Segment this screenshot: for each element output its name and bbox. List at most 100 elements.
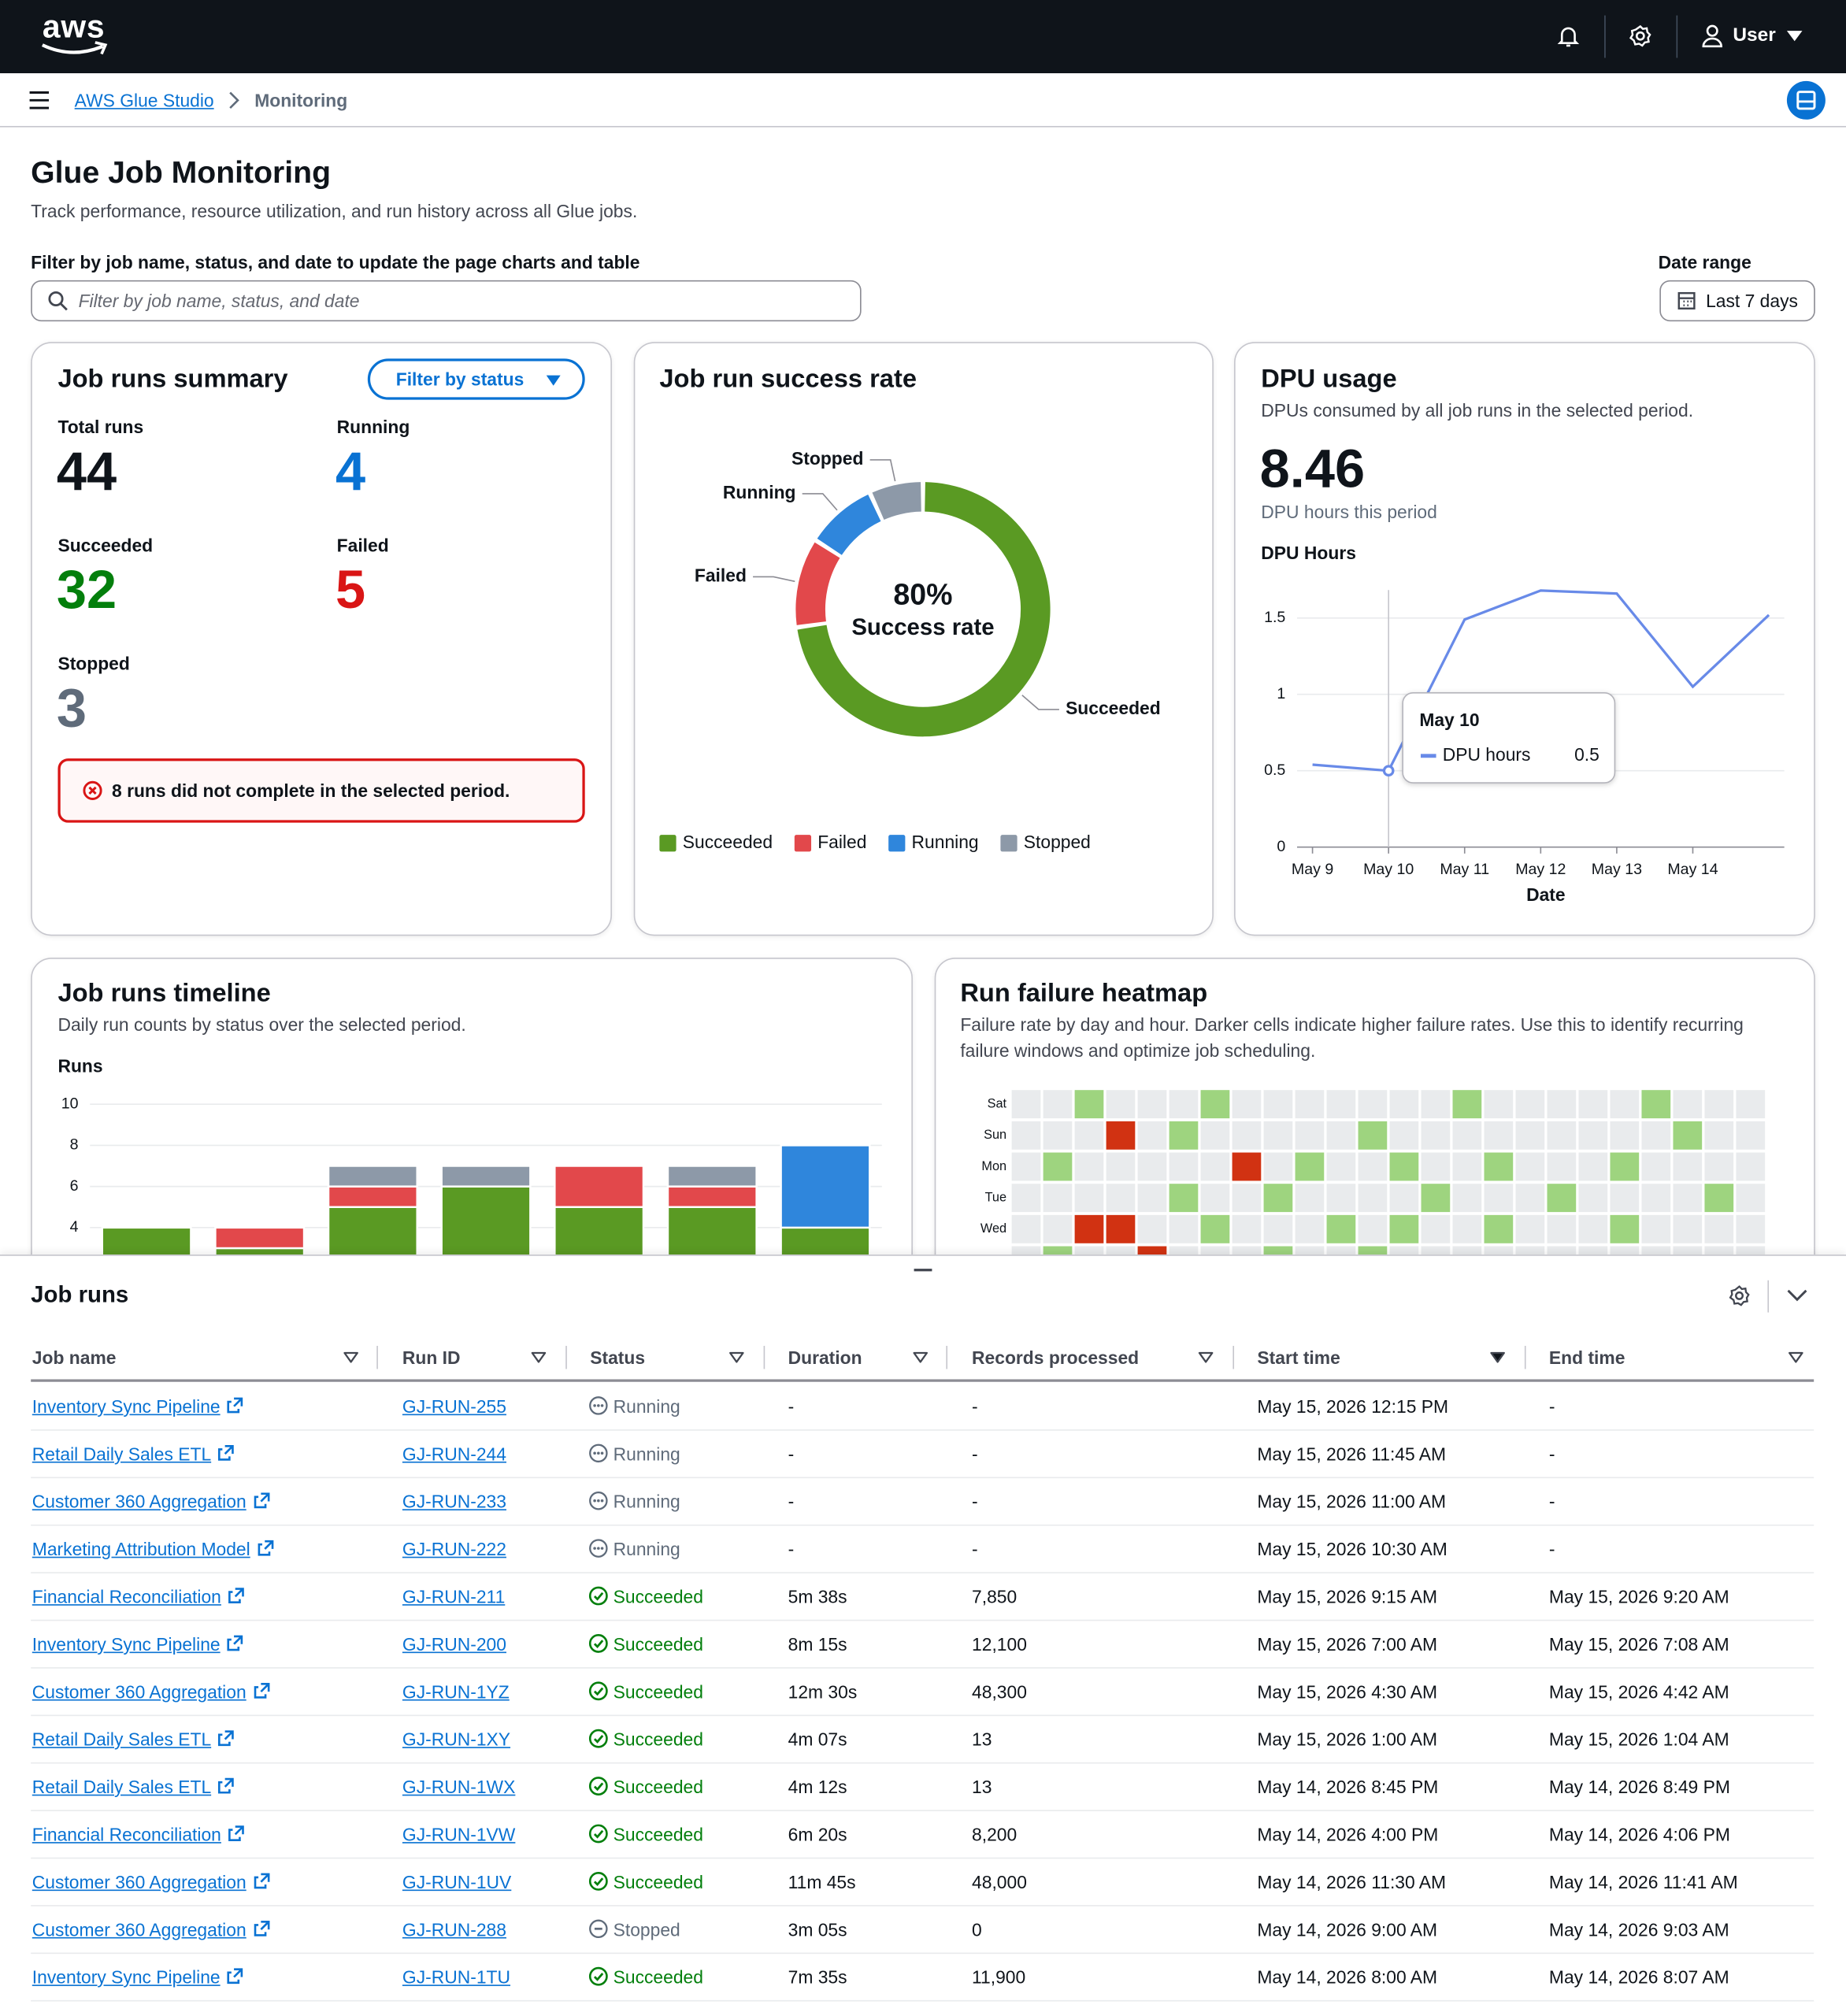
status-cell: Succeeded	[588, 1868, 703, 1896]
heatmap-cell	[1326, 1152, 1356, 1181]
table-cell: 12m 30s	[788, 1681, 858, 1703]
page-description: Track performance, resource utilization,…	[31, 200, 638, 221]
stat-label: Failed	[336, 535, 389, 556]
settings-icon[interactable]	[1628, 23, 1654, 49]
date-range-button[interactable]: Last 7 days	[1659, 280, 1815, 322]
sort-icon[interactable]	[531, 1351, 547, 1364]
sort-icon[interactable]	[1789, 1351, 1804, 1364]
heatmap-cell	[1421, 1184, 1451, 1213]
job-name-link[interactable]: Customer 360 Aggregation	[32, 1681, 247, 1703]
table-cell: May 14, 2026 4:00 PM	[1257, 1824, 1439, 1845]
table-cell: May 15, 2026 1:00 AM	[1257, 1729, 1438, 1750]
run-id-link[interactable]: GJ-RUN-200	[402, 1633, 506, 1655]
job-name-link[interactable]: Customer 360 Aggregation	[32, 1871, 247, 1892]
run-id-link[interactable]: GJ-RUN-255	[402, 1395, 506, 1417]
bar-segment	[666, 1165, 758, 1188]
heatmap-cell	[1641, 1121, 1671, 1150]
heatmap-cell	[1295, 1121, 1325, 1150]
run-id-link[interactable]: GJ-RUN-1VW	[402, 1824, 516, 1845]
filter-status-button[interactable]: Filter by status	[367, 358, 585, 400]
table-settings-icon[interactable]	[1728, 1284, 1751, 1307]
sort-icon[interactable]	[1198, 1351, 1214, 1364]
heatmap-cell	[1011, 1214, 1041, 1243]
panel-button[interactable]	[1785, 80, 1826, 120]
notifications-icon[interactable]	[1555, 23, 1581, 49]
heatmap-cell	[1484, 1184, 1514, 1213]
job-name-cell: Customer 360 Aggregation	[32, 1488, 271, 1516]
run-id-link[interactable]: GJ-RUN-244	[402, 1443, 506, 1465]
job-name-link[interactable]: Retail Daily Sales ETL	[32, 1776, 212, 1797]
heatmap-cell	[1673, 1090, 1703, 1119]
sort-icon[interactable]	[913, 1351, 929, 1364]
status-icon	[589, 1443, 608, 1463]
row-label: Sat	[988, 1096, 1007, 1110]
external-link-icon	[253, 1873, 269, 1889]
heatmap-cell	[1106, 1152, 1136, 1181]
filter-input[interactable]: Filter by job name, status, and date	[31, 280, 862, 322]
heatmap-cell	[1452, 1121, 1482, 1150]
sort-icon[interactable]	[729, 1351, 745, 1364]
run-id-link[interactable]: GJ-RUN-211	[402, 1586, 506, 1607]
table-cell: May 15, 2026 9:20 AM	[1548, 1586, 1729, 1607]
row-separator	[31, 1667, 1814, 1669]
table-cell: -	[972, 1443, 978, 1465]
sort-icon[interactable]	[343, 1351, 359, 1364]
status-text: Running	[613, 1491, 680, 1512]
column-divider	[376, 1346, 378, 1369]
collapse-icon[interactable]	[1787, 1288, 1807, 1304]
resize-handle[interactable]	[914, 1269, 932, 1272]
run-id-link[interactable]: GJ-RUN-288	[402, 1919, 506, 1940]
heatmap-cell	[1421, 1121, 1451, 1150]
stat-value: 44	[56, 440, 117, 502]
job-name-link[interactable]: Inventory Sync Pipeline	[32, 1633, 221, 1655]
card-subtitle: Failure rate by day and hour. Darker cel…	[960, 1014, 1744, 1061]
x-tick-label: May 13	[1592, 861, 1642, 878]
row-label: Tue	[985, 1190, 1007, 1204]
run-id-link[interactable]: GJ-RUN-1XY	[402, 1729, 511, 1750]
run-id-link[interactable]: GJ-RUN-1TU	[402, 1966, 511, 1988]
job-name-link[interactable]: Marketing Attribution Model	[32, 1538, 250, 1559]
user-menu[interactable]: User	[1733, 24, 1776, 46]
job-name-link[interactable]: Customer 360 Aggregation	[32, 1491, 247, 1512]
column-header: Start time	[1257, 1347, 1340, 1368]
run-id-link[interactable]: GJ-RUN-1YZ	[402, 1681, 510, 1703]
run-id-link[interactable]: GJ-RUN-222	[402, 1538, 506, 1559]
y-tick-label: 1.5	[1264, 609, 1285, 626]
table-cell: 12,100	[972, 1633, 1027, 1655]
table-cell: 11m 45s	[788, 1871, 856, 1892]
job-name-link[interactable]: Customer 360 Aggregation	[32, 1919, 247, 1940]
row-label: Sun	[984, 1128, 1006, 1142]
heatmap-cell	[1295, 1184, 1325, 1213]
logo[interactable]: aws	[42, 9, 106, 46]
user-caret[interactable]	[1786, 30, 1803, 43]
status-text: Succeeded	[613, 1633, 703, 1655]
job-name-link[interactable]: Retail Daily Sales ETL	[32, 1443, 212, 1465]
run-id-link[interactable]: GJ-RUN-1WX	[402, 1776, 516, 1797]
job-name-link[interactable]: Inventory Sync Pipeline	[32, 1395, 221, 1417]
run-id-link[interactable]: GJ-RUN-233	[402, 1491, 506, 1512]
user-icon[interactable]	[1701, 23, 1724, 49]
leader-line	[802, 493, 838, 511]
stat-value: 3	[56, 677, 87, 738]
breadcrumb-separator	[229, 91, 239, 109]
menu-icon[interactable]	[29, 91, 50, 109]
breadcrumb-link[interactable]: AWS Glue Studio	[74, 90, 214, 111]
center-value: 80%	[893, 577, 952, 610]
heatmap-cell	[1547, 1214, 1577, 1243]
job-name-link[interactable]: Financial Reconciliation	[32, 1586, 221, 1607]
status-text: Running	[613, 1538, 680, 1559]
stat-label: Running	[336, 416, 410, 437]
table-cell: -	[972, 1395, 978, 1417]
heatmap-cell	[1326, 1121, 1356, 1150]
top-nav: aws User	[0, 0, 1846, 74]
job-name-link[interactable]: Retail Daily Sales ETL	[32, 1729, 212, 1750]
table-cell: 13	[972, 1729, 992, 1750]
run-id-link[interactable]: GJ-RUN-1UV	[402, 1871, 512, 1892]
job-name-link[interactable]: Inventory Sync Pipeline	[32, 1966, 221, 1988]
column-header: Duration	[788, 1347, 862, 1368]
sort-icon[interactable]	[1490, 1351, 1506, 1364]
job-name-link[interactable]: Financial Reconciliation	[32, 1824, 221, 1845]
status-icon	[588, 1966, 608, 1986]
heatmap-cell	[1074, 1121, 1104, 1150]
status-cell: Succeeded	[588, 1725, 703, 1754]
